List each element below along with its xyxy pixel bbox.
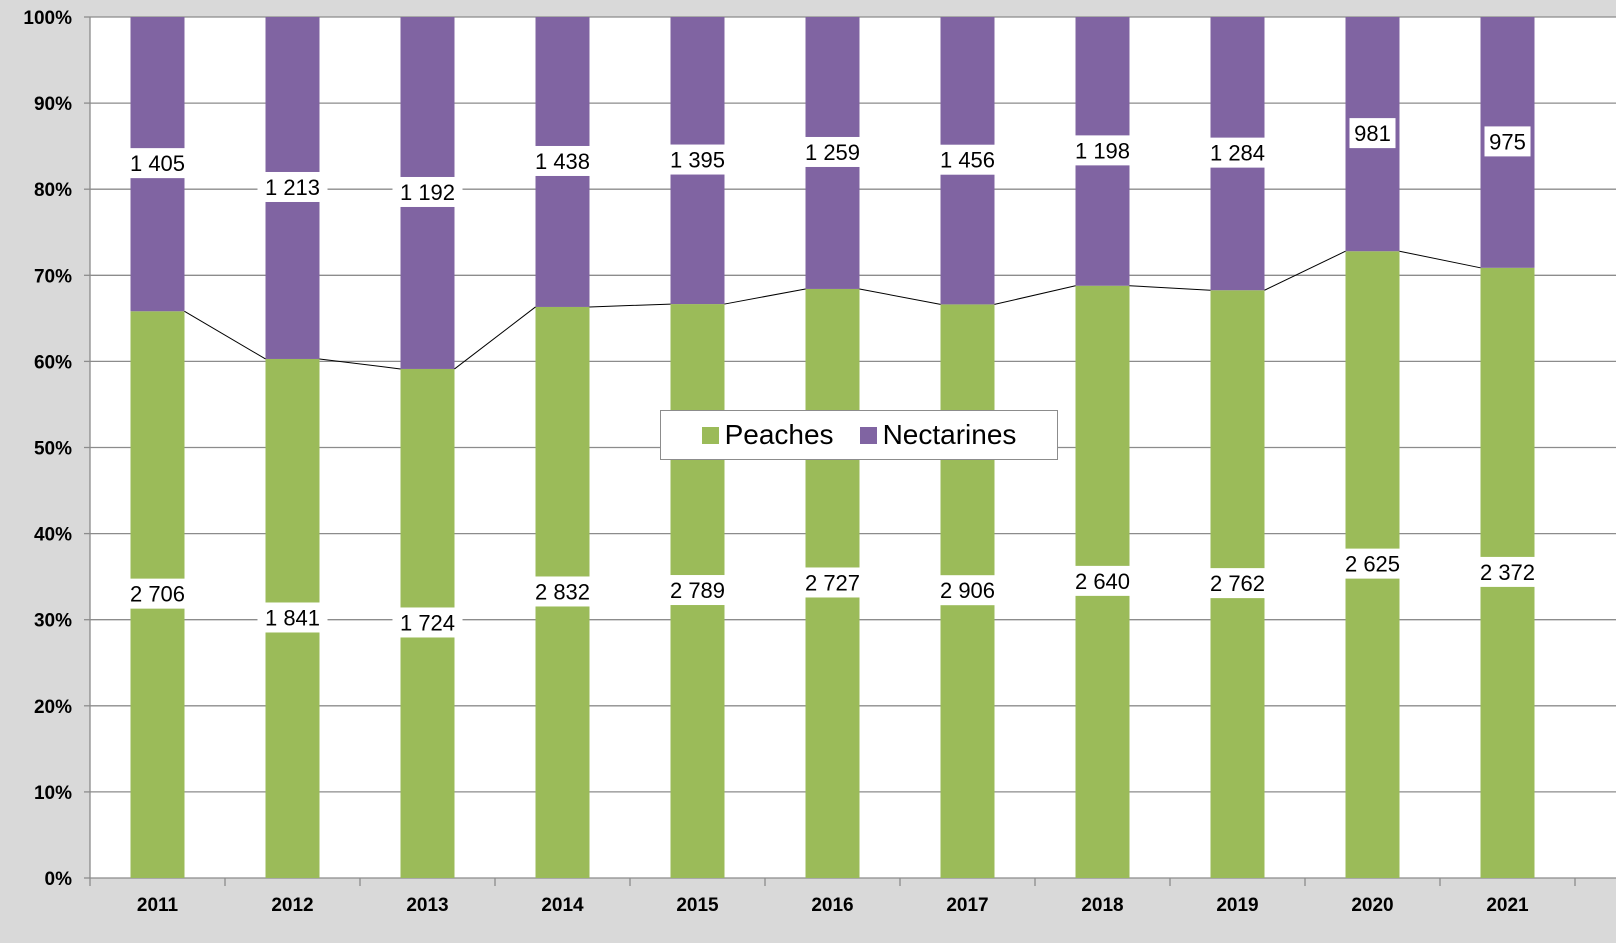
x-tick-label: 2016: [811, 895, 853, 916]
data-label-peaches: 2 789: [670, 578, 725, 603]
data-label-nectarines: 1 405: [130, 151, 185, 176]
y-tick-label: 40%: [34, 525, 72, 546]
y-tick-label: 60%: [34, 352, 72, 373]
x-tick-label: 2020: [1351, 895, 1393, 916]
data-label-peaches: 2 372: [1480, 560, 1535, 585]
data-label-peaches-bg: [662, 575, 733, 606]
data-label-peaches: 2 727: [805, 570, 860, 595]
legend-swatch-nectarines: [859, 426, 877, 444]
y-tick-label: 100%: [23, 8, 72, 29]
data-label-peaches-bg: [797, 567, 868, 598]
y-tick-label: 30%: [34, 611, 72, 632]
data-label-nectarines-bg: [1349, 118, 1396, 149]
data-label-nectarines-bg: [527, 145, 598, 176]
legend-label-nectarines: Nectarines: [882, 419, 1017, 450]
data-label-nectarines-bg: [1067, 135, 1138, 166]
x-tick-label: 2017: [946, 895, 988, 916]
y-tick-label: 90%: [34, 94, 72, 115]
data-label-nectarines: 1 213: [265, 175, 320, 200]
legend-label-peaches: Peaches: [724, 419, 834, 450]
legend-item-nectarines: Nectarines: [859, 419, 1017, 451]
data-label-peaches: 2 640: [1075, 569, 1130, 594]
data-label-nectarines: 981: [1354, 121, 1391, 146]
data-label-nectarines-bg: [392, 176, 463, 207]
data-label-nectarines: 1 395: [670, 148, 725, 173]
data-label-peaches: 1 724: [400, 610, 455, 635]
x-tick-label: 2011: [137, 895, 179, 916]
data-label-peaches: 2 625: [1345, 552, 1400, 577]
x-tick-label: 2021: [1486, 895, 1529, 916]
y-tick-label: 50%: [34, 439, 72, 460]
y-tick-label: 80%: [34, 180, 72, 201]
x-tick-label: 2015: [676, 895, 719, 916]
legend: Peaches Nectarines: [660, 410, 1058, 460]
data-label-peaches-bg: [527, 576, 598, 607]
data-label-nectarines-bg: [1202, 137, 1273, 168]
data-label-peaches-bg: [392, 607, 463, 638]
data-label-nectarines: 1 456: [940, 148, 995, 173]
data-label-nectarines: 1 284: [1210, 141, 1265, 166]
data-label-nectarines: 1 198: [1075, 138, 1130, 163]
data-label-nectarines-bg: [257, 171, 328, 202]
data-label-nectarines-bg: [1484, 126, 1531, 157]
data-label-peaches: 2 706: [130, 582, 185, 607]
data-label-peaches-bg: [1472, 556, 1543, 587]
data-label-peaches: 2 762: [1210, 571, 1265, 596]
x-tick-label: 2019: [1216, 895, 1258, 916]
data-label-nectarines: 1 438: [535, 149, 590, 174]
x-tick-label: 2012: [271, 895, 313, 916]
data-label-nectarines-bg: [797, 136, 868, 167]
data-label-peaches: 2 832: [535, 579, 590, 604]
data-label-nectarines-bg: [932, 144, 1003, 175]
y-tick-label: 20%: [34, 697, 72, 718]
data-label-peaches-bg: [1337, 548, 1408, 579]
peaches-share-line: [184, 250, 1481, 370]
y-tick-label: 70%: [34, 266, 72, 287]
data-label-nectarines: 1 192: [400, 180, 455, 205]
data-label-nectarines-bg: [662, 144, 733, 175]
data-label-peaches-bg: [122, 578, 193, 609]
data-label-peaches: 2 906: [940, 578, 995, 603]
data-label-peaches-bg: [1067, 565, 1138, 596]
y-tick-label: 0%: [45, 869, 73, 890]
x-tick-label: 2013: [406, 895, 448, 916]
y-tick-label: 10%: [34, 783, 72, 804]
x-tick-label: 2014: [541, 895, 584, 916]
data-label-nectarines-bg: [122, 148, 193, 179]
data-label-peaches-bg: [257, 602, 328, 633]
data-label-nectarines: 975: [1489, 129, 1526, 154]
x-tick-label: 2018: [1081, 895, 1123, 916]
data-label-peaches-bg: [1202, 568, 1273, 599]
data-label-nectarines: 1 259: [805, 140, 860, 165]
data-label-peaches-bg: [932, 575, 1003, 606]
legend-swatch-peaches: [701, 426, 719, 444]
data-label-peaches: 1 841: [265, 605, 320, 630]
legend-item-peaches: Peaches: [701, 419, 834, 451]
